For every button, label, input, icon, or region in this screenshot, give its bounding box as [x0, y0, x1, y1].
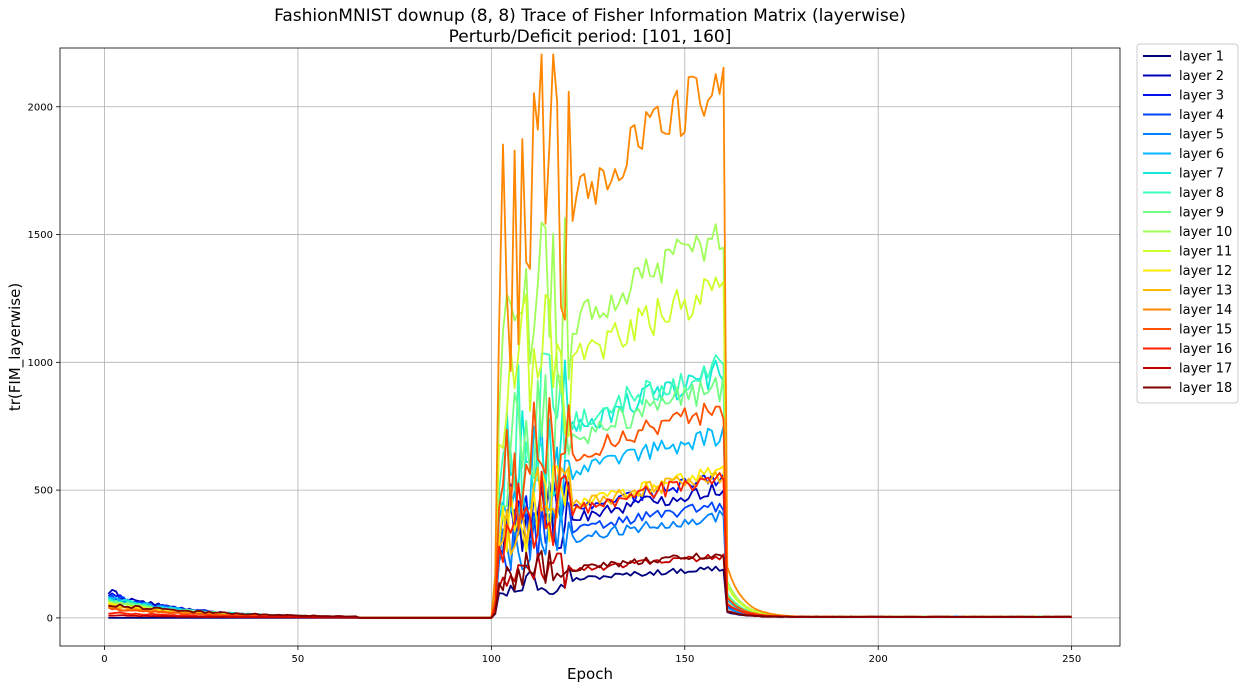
- y-axis-label: tr(FIM_layerwise): [6, 283, 25, 411]
- legend-label: layer 6: [1179, 147, 1224, 162]
- x-tick-label: 50: [292, 654, 305, 665]
- x-tick-label: 0: [101, 654, 107, 665]
- series-line: [107, 352, 1072, 619]
- x-tick-label: 150: [675, 654, 694, 665]
- plot-area: [59, 47, 1121, 647]
- y-tick-label: 1000: [28, 358, 53, 369]
- legend-label: layer 4: [1179, 108, 1224, 123]
- legend-label: layer 2: [1179, 69, 1224, 84]
- axis-ticks: 0 50 100 150 200 250 0 500 1000 1500 2000: [28, 102, 1082, 665]
- legend-label: layer 15: [1179, 323, 1232, 338]
- x-tick-label: 250: [1062, 654, 1081, 665]
- legend-label: layer 5: [1179, 128, 1224, 143]
- y-tick-label: 500: [34, 486, 53, 497]
- x-axis-label: Epoch: [567, 665, 613, 683]
- grid: [60, 48, 1120, 646]
- legend-label: layer 9: [1179, 206, 1224, 221]
- y-tick-label: 1500: [28, 230, 53, 241]
- series-line: [108, 465, 1072, 619]
- series-line: [108, 470, 1072, 619]
- y-tick-label: 2000: [28, 102, 53, 113]
- legend-label: layer 7: [1179, 167, 1224, 182]
- plot-series: [107, 53, 1072, 619]
- legend-label: layer 18: [1179, 381, 1232, 396]
- series-line: [108, 53, 1072, 619]
- series-line: [107, 470, 1072, 619]
- legend-label: layer 12: [1179, 264, 1232, 279]
- series-line: [107, 217, 1072, 619]
- legend-label: layer 8: [1179, 186, 1224, 201]
- legend: layer 1 layer 2 layer 3 layer 4 layer 5 layer…: [1136, 43, 1239, 404]
- legend-label: layer 11: [1179, 245, 1232, 260]
- legend-label: layer 13: [1179, 284, 1232, 299]
- series-line: [108, 549, 1072, 619]
- legend-label: layer 14: [1179, 303, 1232, 318]
- chart-subtitle: Perturb/Deficit period: [101, 160]: [449, 27, 732, 47]
- series-line: [108, 423, 1072, 619]
- x-tick-label: 100: [482, 654, 501, 665]
- legend-label: layer 1: [1179, 50, 1224, 65]
- y-tick-label: 0: [47, 613, 53, 624]
- series-line: [108, 552, 1072, 619]
- series-line: [107, 359, 1072, 619]
- legend-label: layer 17: [1179, 362, 1232, 377]
- series-line: [108, 276, 1072, 619]
- legend-label: layer 16: [1179, 342, 1232, 357]
- series-line: [108, 564, 1072, 619]
- series-line: [107, 374, 1072, 619]
- chart-title: FashionMNIST downup (8, 8) Trace of Fish…: [274, 6, 906, 26]
- x-tick-label: 200: [869, 654, 888, 665]
- legend-label: layer 3: [1179, 89, 1224, 104]
- legend-label: layer 10: [1179, 225, 1232, 240]
